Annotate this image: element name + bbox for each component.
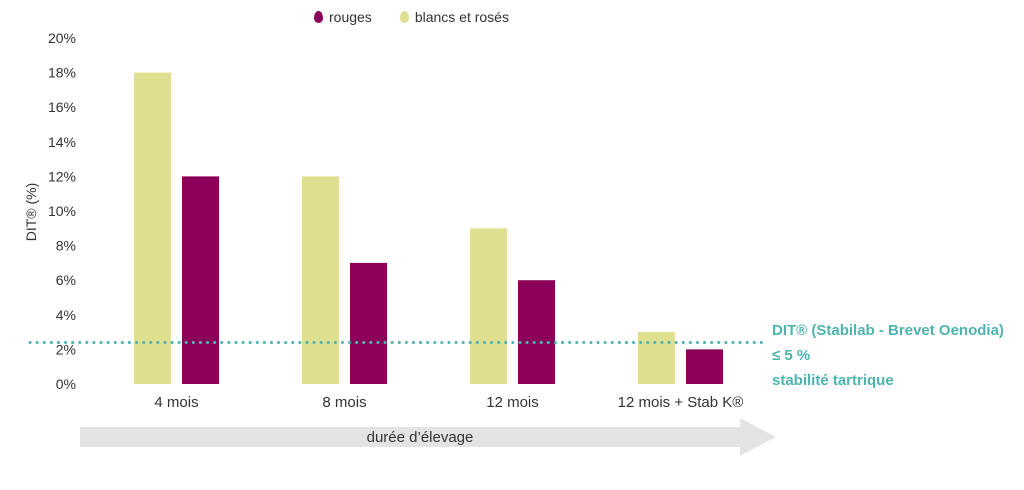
y-tick-label: 6% [56, 272, 76, 288]
y-tick-label: 8% [56, 238, 76, 254]
reference-annotation-line-1: DIT® (Stabilab - Brevet Oenodia) [772, 322, 1004, 339]
bars [134, 72, 723, 384]
y-tick-label: 14% [48, 134, 76, 150]
duration-arrow [80, 418, 776, 456]
x-tick-labels: 4 mois 8 mois 12 mois 12 mois + Stab K® [154, 394, 743, 411]
x-tick-label: 12 mois + Stab K® [618, 394, 744, 411]
bar-rouges [686, 349, 723, 384]
y-tick-label: 18% [48, 65, 76, 81]
x-tick-label: 12 mois [486, 394, 539, 411]
legend-swatch-blancs-roses [399, 11, 409, 23]
bar-rouges [182, 176, 219, 384]
bar-rouges [350, 262, 387, 384]
y-tick-label: 10% [48, 203, 76, 219]
legend-item-rouges: rouges [314, 9, 372, 25]
bar-blancs-roses [134, 72, 171, 384]
legend: rouges blancs et rosés [314, 9, 509, 25]
legend-swatch-rouges [314, 11, 323, 23]
y-tick-label: 16% [48, 99, 76, 115]
bar-blancs-roses [302, 176, 339, 384]
legend-item-blancs-roses: blancs et rosés [399, 9, 509, 25]
y-tick-label: 0% [56, 376, 76, 392]
reference-annotation-line-3: stabilité tartrique [772, 372, 894, 389]
y-axis: 0% 2% 4% 6% 8% 10% 12% 14% 16% 18% 20% [48, 30, 76, 392]
x-tick-label: 4 mois [154, 394, 198, 411]
x-axis-label: durée d’élevage [367, 429, 474, 446]
bar-blancs-roses [638, 332, 675, 384]
y-tick-label: 20% [48, 30, 76, 46]
y-tick-label: 2% [56, 341, 76, 357]
y-axis-label: DIT® (%) [23, 183, 39, 242]
x-tick-label: 8 mois [322, 394, 366, 411]
reference-annotation-line-2: ≤ 5 % [772, 347, 811, 364]
legend-label-rouges: rouges [329, 9, 372, 25]
bar-rouges [518, 280, 555, 384]
bar-blancs-roses [470, 228, 507, 384]
y-tick-label: 12% [48, 168, 76, 184]
y-tick-label: 4% [56, 307, 76, 323]
reference-annotation: DIT® (Stabilab - Brevet Oenodia) ≤ 5 % s… [772, 318, 1004, 393]
legend-label-blancs-roses: blancs et rosés [414, 9, 509, 25]
